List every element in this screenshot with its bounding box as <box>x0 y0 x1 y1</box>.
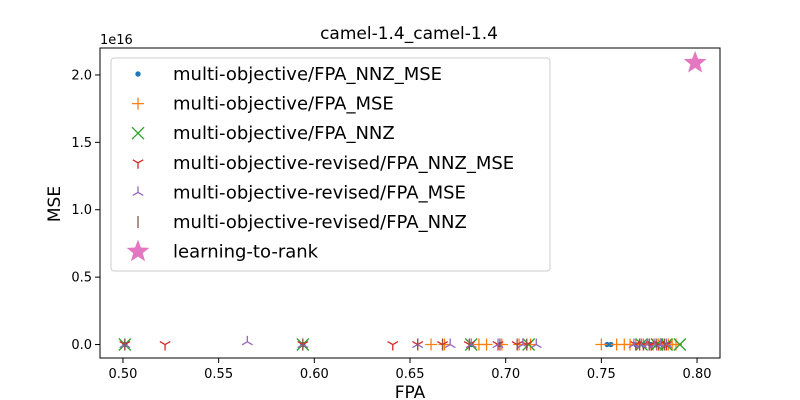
data-point <box>444 338 456 349</box>
legend-marker <box>126 239 150 262</box>
data-point <box>465 338 477 349</box>
data-point <box>492 338 504 349</box>
x-tick-label: 0.65 <box>396 367 425 382</box>
x-tick-label: 0.55 <box>204 367 233 382</box>
data-point <box>425 338 438 351</box>
data-point <box>480 338 493 351</box>
data-point <box>522 338 536 351</box>
data-point <box>673 338 687 351</box>
series-group <box>683 50 707 73</box>
legend-marker <box>135 71 141 77</box>
y-axis-label: MSE <box>45 186 65 222</box>
data-marks <box>118 50 707 351</box>
data-point <box>438 338 451 351</box>
x-tick-label: 0.70 <box>491 367 520 382</box>
x-axis-label: FPA <box>395 383 426 400</box>
legend-marker <box>132 97 144 110</box>
series-group <box>124 338 666 351</box>
y-tick-label: 0.5 <box>71 271 92 286</box>
data-point <box>241 335 253 346</box>
y-tick-label: 1.0 <box>71 203 92 218</box>
y-tick-label: 1.5 <box>71 136 92 151</box>
data-point <box>492 340 504 351</box>
series-group <box>119 340 672 351</box>
x-tick-label: 0.80 <box>683 367 712 382</box>
legend-marker <box>131 126 145 140</box>
plot-frame <box>99 47 721 359</box>
legend-label: multi-objective-revised/FPA_NNZ <box>173 212 467 233</box>
y-tick-label: 2.0 <box>71 68 92 83</box>
legend-marker <box>132 159 144 169</box>
legend-label: multi-objective-revised/FPA_MSE <box>173 182 466 203</box>
data-point <box>660 338 672 349</box>
data-point <box>387 340 399 351</box>
legend: multi-objective/FPA_NNZ_MSE multi-objecti… <box>110 57 551 272</box>
legend-box <box>110 57 551 272</box>
x-tick-label: 0.50 <box>108 367 137 382</box>
data-point <box>660 340 672 351</box>
x-tick-label: 0.75 <box>587 367 616 382</box>
y-tick-label: 0.0 <box>71 338 92 353</box>
legend-label: multi-objective/FPA_NNZ_MSE <box>173 64 442 85</box>
legend-label: learning-to-rank <box>173 242 319 263</box>
data-point <box>159 340 171 351</box>
legend-label: multi-objective/FPA_NNZ <box>173 123 395 144</box>
x-tick-label: 0.60 <box>300 367 329 382</box>
y-offset-text: 1e16 <box>100 33 133 48</box>
legend-label: multi-objective-revised/FPA_NNZ_MSE <box>173 153 514 174</box>
data-point <box>595 338 608 351</box>
series-group <box>119 335 672 349</box>
legend-label: multi-objective/FPA_MSE <box>173 94 394 115</box>
legend-marker <box>132 186 144 196</box>
data-point <box>530 338 542 349</box>
data-point <box>683 50 707 73</box>
axis-ticks: 0.50 0.55 0.60 0.65 0.70 0.75 0.80 0.0 0.5 1.0 1.5… <box>71 68 711 382</box>
chart-title: camel-1.4_camel-1.4 <box>320 24 498 44</box>
